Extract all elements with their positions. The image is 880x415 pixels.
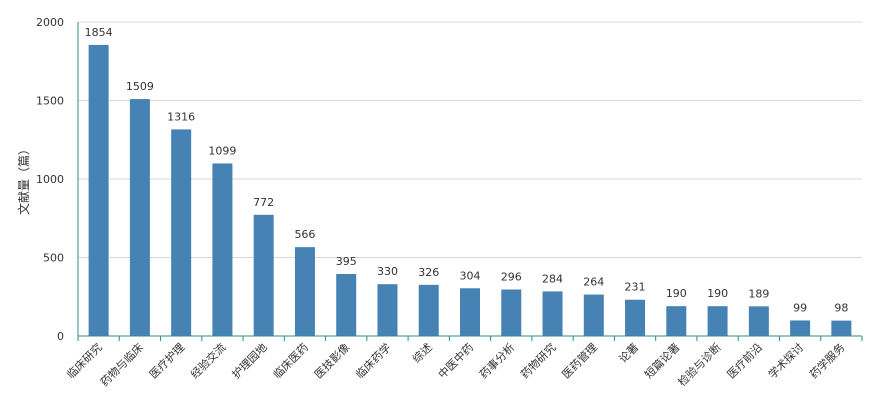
data-label: 98	[834, 302, 848, 315]
bar	[171, 129, 192, 336]
bar	[418, 284, 439, 336]
data-label: 99	[793, 301, 807, 314]
y-axis-ticks: 0 500 1000 1500 2000	[36, 16, 64, 343]
bar	[460, 288, 480, 336]
x-tick-label: 中医中药	[436, 341, 476, 381]
bar	[583, 294, 604, 336]
data-label: 330	[377, 265, 398, 278]
x-tick-label: 药学服务	[806, 340, 847, 381]
y-tick-label: 1000	[36, 173, 64, 186]
x-tick-label: 医疗护理	[146, 340, 187, 381]
x-tick-label: 临床研究	[64, 340, 105, 381]
data-label: 296	[501, 271, 522, 284]
bars	[88, 44, 852, 337]
x-tick-label: 医疗前沿	[724, 340, 765, 381]
bar	[625, 299, 646, 336]
data-label: 189	[748, 287, 769, 300]
bar	[88, 44, 109, 337]
data-label: 304	[460, 269, 481, 282]
data-label: 1316	[167, 110, 195, 123]
data-label: 395	[336, 255, 357, 268]
x-tick-label: 学术探讨	[765, 340, 806, 381]
bar	[253, 214, 274, 336]
data-labels: 1854 1509 1316 1099 772 566 395 330 326 304 296 284…	[85, 26, 849, 315]
bar	[831, 320, 852, 336]
y-tick-label: 500	[43, 252, 64, 265]
data-label: 190	[707, 287, 728, 300]
x-tick-label: 医药管理	[559, 340, 600, 381]
x-tick-label: 医技影像	[312, 341, 352, 381]
data-label: 264	[583, 276, 604, 289]
data-label: 1509	[126, 80, 154, 93]
y-tick-label: 0	[57, 330, 64, 343]
x-tick-label: 检验与诊断	[675, 340, 724, 389]
data-label: 566	[294, 228, 315, 241]
x-tick-label: 经验交流	[188, 340, 229, 381]
bar	[294, 247, 315, 336]
bar	[542, 291, 563, 336]
axes	[77, 22, 863, 341]
y-axis-title: 文献量（篇）	[16, 143, 31, 215]
data-label: 772	[253, 196, 274, 209]
x-axis-ticks: 临床研究药物与临床 医疗护理 经验交流 护理园地 临床医药 医技影像 临床药学 综述 中医中药药…	[64, 340, 848, 389]
grid-lines	[78, 21, 862, 258]
x-tick-label: 护理园地	[229, 340, 270, 381]
x-tick-label: 药事分析	[476, 340, 517, 381]
x-tick-label: 短篇论著	[641, 340, 682, 381]
bar	[501, 289, 522, 336]
y-tick-label: 1500	[36, 95, 64, 108]
x-tick-label: 药物与临床	[97, 340, 146, 389]
data-label: 1099	[208, 144, 236, 157]
data-label: 1854	[85, 26, 113, 39]
bar	[377, 284, 398, 336]
x-tick-label: 综述	[409, 340, 434, 365]
bar	[790, 320, 811, 336]
bar	[748, 306, 769, 336]
bar	[707, 306, 728, 336]
x-tick-label: 论著	[616, 340, 641, 365]
data-label: 190	[666, 287, 687, 300]
x-tick-label: 临床医药	[270, 340, 311, 381]
x-tick-label: 药物研究	[518, 340, 559, 381]
bar	[666, 306, 687, 336]
data-label: 284	[542, 272, 563, 285]
data-label: 326	[418, 266, 439, 279]
x-tick-label: 临床药学	[353, 340, 394, 381]
bar	[129, 99, 150, 336]
y-tick-label: 2000	[36, 16, 64, 29]
data-label: 231	[625, 281, 646, 294]
bar	[336, 273, 357, 336]
bar	[212, 163, 233, 336]
